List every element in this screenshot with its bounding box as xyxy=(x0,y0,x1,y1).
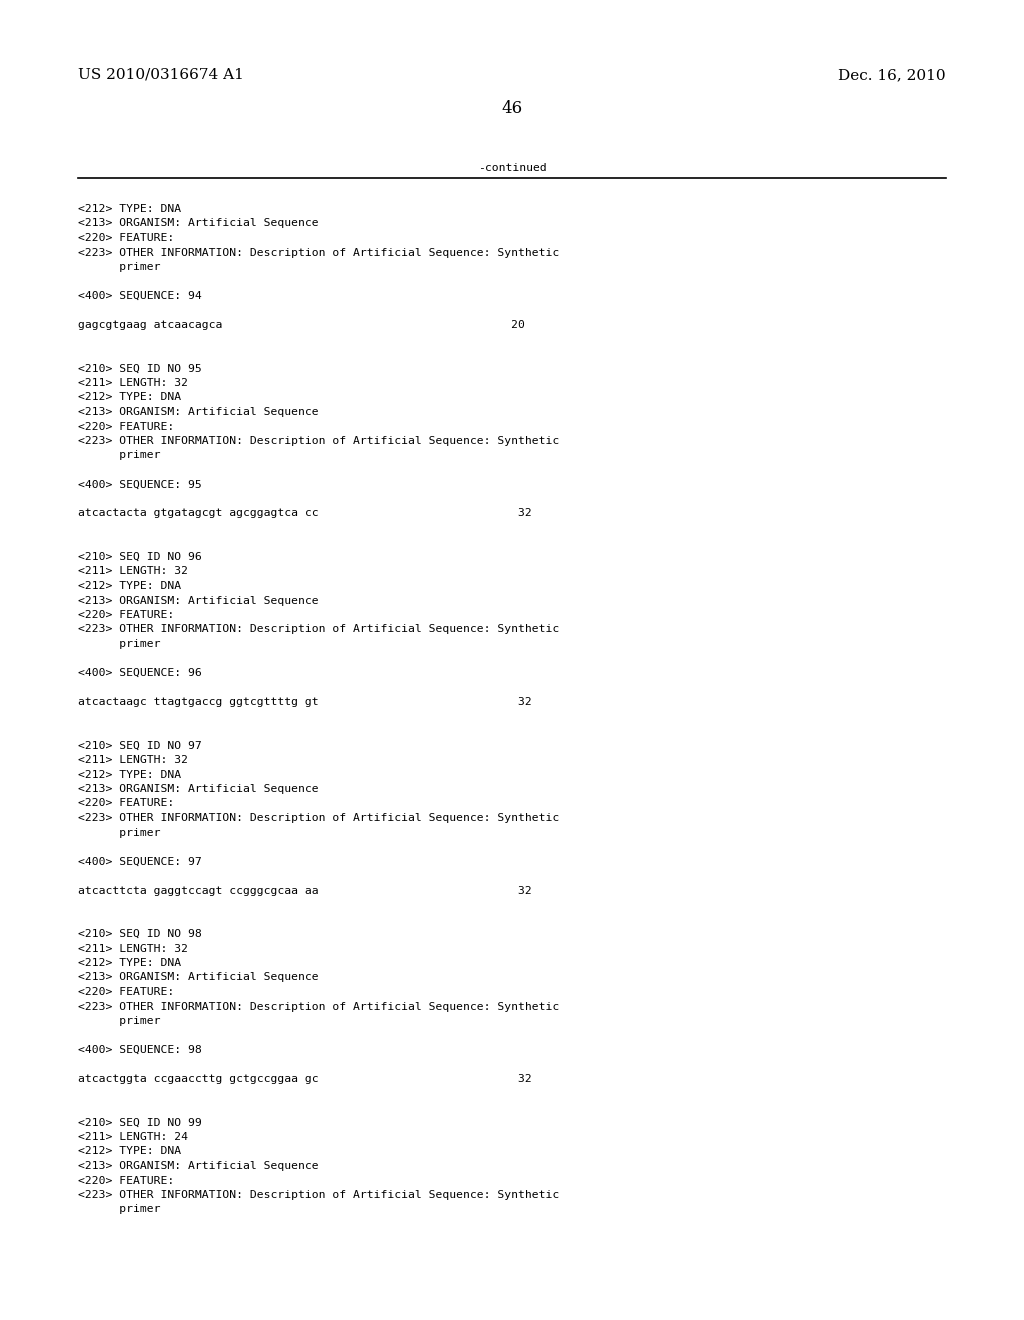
Text: <212> TYPE: DNA: <212> TYPE: DNA xyxy=(78,1147,181,1156)
Text: atcactggta ccgaaccttg gctgccggaa gc                             32: atcactggta ccgaaccttg gctgccggaa gc 32 xyxy=(78,1074,531,1084)
Text: <210> SEQ ID NO 95: <210> SEQ ID NO 95 xyxy=(78,363,202,374)
Text: <212> TYPE: DNA: <212> TYPE: DNA xyxy=(78,770,181,780)
Text: <223> OTHER INFORMATION: Description of Artificial Sequence: Synthetic: <223> OTHER INFORMATION: Description of … xyxy=(78,624,559,635)
Text: <400> SEQUENCE: 98: <400> SEQUENCE: 98 xyxy=(78,1045,202,1055)
Text: <400> SEQUENCE: 96: <400> SEQUENCE: 96 xyxy=(78,668,202,678)
Text: <400> SEQUENCE: 97: <400> SEQUENCE: 97 xyxy=(78,857,202,866)
Text: <212> TYPE: DNA: <212> TYPE: DNA xyxy=(78,392,181,403)
Text: US 2010/0316674 A1: US 2010/0316674 A1 xyxy=(78,69,244,82)
Text: primer: primer xyxy=(78,450,161,461)
Text: primer: primer xyxy=(78,1204,161,1214)
Text: <212> TYPE: DNA: <212> TYPE: DNA xyxy=(78,581,181,591)
Text: primer: primer xyxy=(78,639,161,649)
Text: <210> SEQ ID NO 97: <210> SEQ ID NO 97 xyxy=(78,741,202,751)
Text: <211> LENGTH: 32: <211> LENGTH: 32 xyxy=(78,755,188,766)
Text: <212> TYPE: DNA: <212> TYPE: DNA xyxy=(78,958,181,968)
Text: <211> LENGTH: 32: <211> LENGTH: 32 xyxy=(78,944,188,953)
Text: <210> SEQ ID NO 98: <210> SEQ ID NO 98 xyxy=(78,929,202,939)
Text: primer: primer xyxy=(78,261,161,272)
Text: <213> ORGANISM: Artificial Sequence: <213> ORGANISM: Artificial Sequence xyxy=(78,784,318,795)
Text: primer: primer xyxy=(78,1016,161,1026)
Text: <211> LENGTH: 24: <211> LENGTH: 24 xyxy=(78,1133,188,1142)
Text: atcactaagc ttagtgaccg ggtcgttttg gt                             32: atcactaagc ttagtgaccg ggtcgttttg gt 32 xyxy=(78,697,531,708)
Text: <220> FEATURE:: <220> FEATURE: xyxy=(78,799,174,808)
Text: gagcgtgaag atcaacagca                                          20: gagcgtgaag atcaacagca 20 xyxy=(78,319,525,330)
Text: <211> LENGTH: 32: <211> LENGTH: 32 xyxy=(78,378,188,388)
Text: -continued: -continued xyxy=(477,162,547,173)
Text: <223> OTHER INFORMATION: Description of Artificial Sequence: Synthetic: <223> OTHER INFORMATION: Description of … xyxy=(78,436,559,446)
Text: <223> OTHER INFORMATION: Description of Artificial Sequence: Synthetic: <223> OTHER INFORMATION: Description of … xyxy=(78,1191,559,1200)
Text: 46: 46 xyxy=(502,100,522,117)
Text: <213> ORGANISM: Artificial Sequence: <213> ORGANISM: Artificial Sequence xyxy=(78,595,318,606)
Text: <213> ORGANISM: Artificial Sequence: <213> ORGANISM: Artificial Sequence xyxy=(78,219,318,228)
Text: <213> ORGANISM: Artificial Sequence: <213> ORGANISM: Artificial Sequence xyxy=(78,1162,318,1171)
Text: <213> ORGANISM: Artificial Sequence: <213> ORGANISM: Artificial Sequence xyxy=(78,407,318,417)
Text: <210> SEQ ID NO 99: <210> SEQ ID NO 99 xyxy=(78,1118,202,1127)
Text: <220> FEATURE:: <220> FEATURE: xyxy=(78,234,174,243)
Text: atcactacta gtgatagcgt agcggagtca cc                             32: atcactacta gtgatagcgt agcggagtca cc 32 xyxy=(78,508,531,519)
Text: <220> FEATURE:: <220> FEATURE: xyxy=(78,987,174,997)
Text: <400> SEQUENCE: 95: <400> SEQUENCE: 95 xyxy=(78,479,202,490)
Text: atcacttcta gaggtccagt ccgggcgcaa aa                             32: atcacttcta gaggtccagt ccgggcgcaa aa 32 xyxy=(78,886,531,895)
Text: <223> OTHER INFORMATION: Description of Artificial Sequence: Synthetic: <223> OTHER INFORMATION: Description of … xyxy=(78,813,559,822)
Text: <213> ORGANISM: Artificial Sequence: <213> ORGANISM: Artificial Sequence xyxy=(78,973,318,982)
Text: Dec. 16, 2010: Dec. 16, 2010 xyxy=(839,69,946,82)
Text: <400> SEQUENCE: 94: <400> SEQUENCE: 94 xyxy=(78,290,202,301)
Text: <210> SEQ ID NO 96: <210> SEQ ID NO 96 xyxy=(78,552,202,562)
Text: <220> FEATURE:: <220> FEATURE: xyxy=(78,610,174,620)
Text: <220> FEATURE:: <220> FEATURE: xyxy=(78,1176,174,1185)
Text: <212> TYPE: DNA: <212> TYPE: DNA xyxy=(78,205,181,214)
Text: primer: primer xyxy=(78,828,161,837)
Text: <220> FEATURE:: <220> FEATURE: xyxy=(78,421,174,432)
Text: <223> OTHER INFORMATION: Description of Artificial Sequence: Synthetic: <223> OTHER INFORMATION: Description of … xyxy=(78,248,559,257)
Text: <211> LENGTH: 32: <211> LENGTH: 32 xyxy=(78,566,188,577)
Text: <223> OTHER INFORMATION: Description of Artificial Sequence: Synthetic: <223> OTHER INFORMATION: Description of … xyxy=(78,1002,559,1011)
